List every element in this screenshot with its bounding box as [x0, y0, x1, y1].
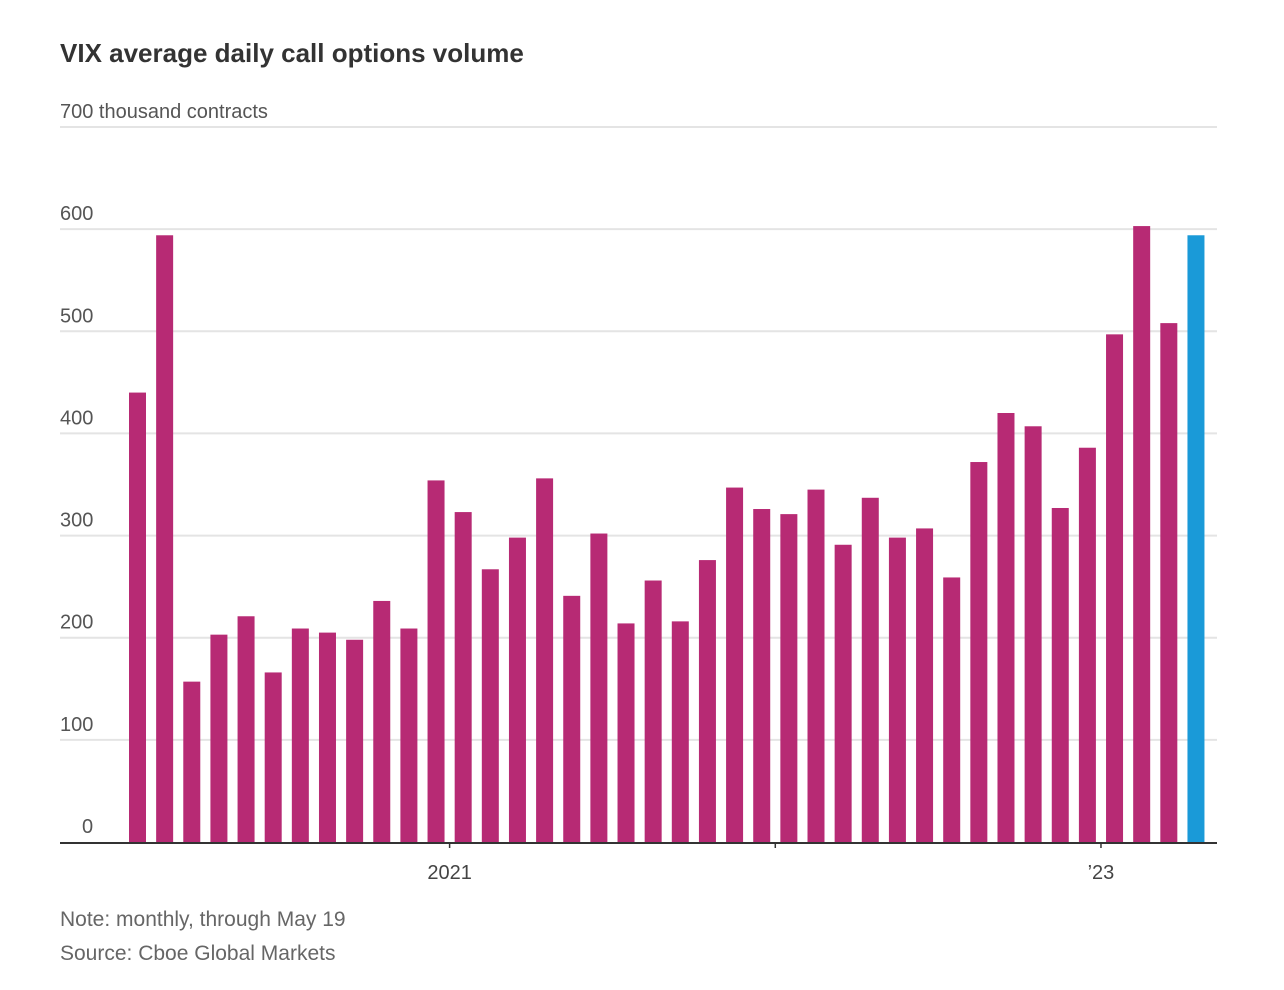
y-tick-label: 200: [60, 612, 93, 634]
bar: [1187, 235, 1205, 842]
bar: [183, 681, 201, 842]
bar: [861, 497, 879, 842]
bar: [210, 634, 228, 842]
bar: [400, 628, 418, 842]
bar: [753, 509, 771, 842]
bars: [129, 226, 1205, 843]
bar: [156, 235, 174, 842]
y-tick-label: 100: [60, 714, 93, 736]
gridlines: [60, 126, 1217, 741]
bar: [264, 672, 282, 842]
bar: [590, 533, 608, 842]
x-axis: 2021 ’23: [60, 842, 1217, 884]
bar: [536, 478, 554, 842]
bar: [1078, 447, 1096, 842]
bar: [373, 600, 391, 842]
bar: [508, 537, 526, 842]
bar: [563, 595, 581, 842]
x-tick-label: ’23: [1088, 862, 1115, 884]
bar: [780, 514, 798, 842]
bar: [997, 413, 1015, 842]
bar: [807, 489, 825, 842]
bar: [1106, 334, 1124, 842]
bar: [943, 577, 961, 842]
bar: [481, 569, 499, 842]
bar: [454, 512, 472, 842]
bar: [644, 580, 662, 842]
bar: [237, 616, 255, 842]
bar: [698, 560, 716, 842]
y-tick-label: 400: [60, 407, 93, 429]
y-tick-label: 700 thousand contracts: [60, 101, 268, 123]
bar: [888, 537, 906, 842]
bar: [970, 462, 988, 842]
bar: [346, 639, 364, 842]
bar: [1160, 323, 1178, 843]
chart-title: VIX average daily call options volume: [60, 38, 524, 68]
y-tick-label: 500: [60, 305, 93, 327]
bar: [318, 632, 336, 842]
y-tick-label: 300: [60, 510, 93, 532]
y-tick-label: 600: [60, 203, 93, 225]
bar: [291, 628, 309, 842]
bar: [726, 487, 744, 842]
bar: [1051, 507, 1069, 842]
bar: [1133, 226, 1151, 843]
chart-source: Source: Cboe Global Markets: [60, 942, 336, 965]
bar: [427, 480, 445, 842]
x-tick-label: 2021: [427, 862, 472, 884]
bar: [617, 623, 635, 842]
bar: [671, 621, 689, 842]
bar: [129, 392, 146, 842]
chart-note: Note: monthly, through May 19: [60, 908, 346, 931]
bar: [916, 528, 934, 842]
y-axis-labels: 0 100 200 300 400 500 600 700 thousand contract…: [60, 101, 268, 838]
bar: [834, 544, 852, 842]
y-tick-label: 0: [82, 816, 93, 838]
bar: [1024, 426, 1042, 842]
